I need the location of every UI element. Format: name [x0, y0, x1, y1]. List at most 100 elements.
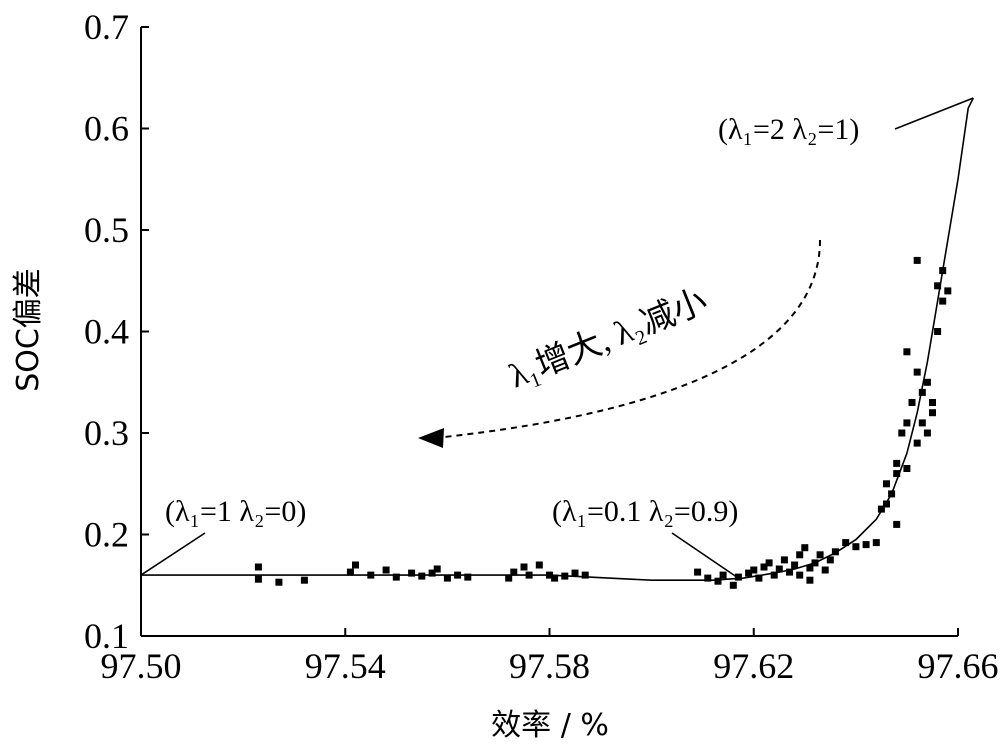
data-point	[561, 572, 569, 580]
data-point	[750, 566, 758, 574]
x-tick-label: 97.54	[305, 646, 386, 686]
data-point	[872, 539, 880, 547]
data-point	[811, 559, 819, 567]
data-point	[913, 368, 921, 376]
data-point	[893, 520, 901, 528]
data-point	[831, 548, 839, 556]
trend-arrow-head	[418, 428, 444, 448]
data-point	[898, 429, 906, 437]
data-point	[939, 297, 947, 305]
data-point	[908, 399, 916, 406]
data-point	[780, 556, 788, 564]
data-point	[719, 571, 727, 579]
annotation-leader	[894, 97, 974, 130]
trend-arrow-label: λ₁增大, λ₂减小	[504, 282, 713, 396]
y-axis-title: SOC偏差	[11, 268, 46, 392]
data-point	[842, 539, 850, 547]
x-tick-label: 97.58	[509, 646, 590, 686]
data-point	[923, 378, 931, 386]
data-point	[877, 505, 885, 513]
data-point	[888, 490, 896, 498]
data-point	[918, 388, 926, 396]
data-point	[520, 563, 528, 571]
data-point	[714, 577, 722, 585]
data-point	[852, 543, 860, 551]
data-point	[443, 574, 451, 582]
data-point	[934, 328, 942, 335]
data-point	[433, 565, 441, 573]
data-point	[893, 470, 901, 478]
data-point	[546, 571, 553, 579]
data-point	[694, 568, 702, 576]
data-point	[300, 576, 308, 584]
data-point	[796, 551, 804, 559]
x-tick-label: 97.50	[101, 646, 182, 686]
annotation-label: (λ₁=2 λ₂=1)	[718, 113, 859, 146]
data-point	[464, 573, 472, 581]
scatter-points	[254, 256, 952, 589]
data-point	[934, 282, 942, 290]
annotation-leader	[671, 532, 739, 579]
data-point	[913, 256, 921, 264]
data-point	[944, 287, 952, 295]
data-point	[581, 571, 589, 579]
x-tick-label: 97.62	[713, 646, 794, 686]
y-tick-label: 0.5	[84, 210, 129, 250]
y-tick-label: 0.1	[84, 616, 129, 656]
data-point	[918, 419, 926, 427]
data-point	[791, 561, 799, 569]
data-point	[903, 465, 911, 472]
data-point	[883, 480, 890, 488]
data-point	[765, 559, 773, 567]
data-point	[454, 571, 462, 579]
data-point	[408, 569, 416, 577]
x-axis-title: 效率 / %	[491, 708, 609, 743]
data-point	[535, 561, 543, 569]
data-point	[862, 541, 870, 549]
data-point	[428, 569, 436, 577]
data-point	[755, 574, 763, 582]
y-tick-label: 0.4	[84, 312, 129, 352]
data-point	[367, 571, 375, 579]
data-point	[893, 459, 901, 467]
data-point	[505, 574, 513, 582]
trend-arrow	[434, 239, 821, 439]
data-point	[382, 566, 390, 574]
y-tick-label: 0.3	[84, 413, 129, 453]
data-point	[821, 566, 829, 574]
annotation-leader	[140, 532, 206, 576]
data-point	[745, 569, 753, 577]
data-point	[704, 574, 712, 582]
data-point	[510, 568, 518, 576]
data-point	[760, 563, 768, 571]
data-point	[929, 399, 936, 406]
data-point	[826, 556, 834, 564]
y-tick-label: 0.6	[84, 109, 129, 149]
data-point	[352, 561, 359, 569]
annotation-label: (λ₁=0.1 λ₂=0.9)	[552, 495, 738, 528]
data-point	[806, 576, 814, 584]
y-tick-label: 0.2	[84, 515, 129, 555]
data-point	[346, 568, 354, 576]
data-point	[913, 439, 921, 447]
annotation-label: (λ₁=1 λ₂=0)	[165, 495, 306, 528]
data-point	[571, 569, 579, 577]
data-point	[903, 419, 911, 427]
data-point	[816, 551, 824, 559]
data-point	[929, 409, 936, 417]
data-point	[729, 581, 737, 589]
x-tick-label: 97.66	[918, 646, 999, 686]
data-point	[392, 573, 400, 581]
data-point	[254, 563, 262, 571]
data-point	[801, 544, 809, 552]
tick-group: 0.1 0.2 0.3 0.4 0.5 0.6 0.7 97.50 97.54 97.58 97.6…	[84, 7, 999, 686]
data-point	[525, 571, 533, 579]
data-point	[796, 571, 804, 579]
data-point	[254, 575, 262, 583]
data-point	[551, 574, 559, 582]
data-point	[734, 573, 742, 581]
data-point	[275, 578, 283, 586]
data-point	[418, 572, 426, 580]
data-point	[770, 571, 778, 579]
